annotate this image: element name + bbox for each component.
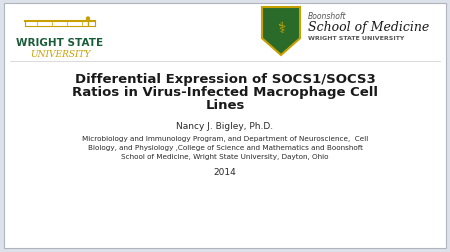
Text: School of Medicine, Wright State University, Dayton, Ohio: School of Medicine, Wright State Univers… [121,153,329,159]
Text: UNIVERSITY: UNIVERSITY [30,50,90,59]
Text: 2014: 2014 [214,167,236,176]
Text: Microbiology and Immunology Program, and Department of Neuroscience,  Cell: Microbiology and Immunology Program, and… [82,136,368,141]
FancyBboxPatch shape [4,4,446,248]
Text: Lines: Lines [205,99,245,112]
Text: WRIGHT STATE UNIVERSITY: WRIGHT STATE UNIVERSITY [308,36,405,41]
Polygon shape [262,8,300,56]
Text: Biology, and Physiology ,College of Science and Mathematics and Boonshoft: Biology, and Physiology ,College of Scie… [87,144,363,150]
Text: Ratios in Virus-Infected Macrophage Cell: Ratios in Virus-Infected Macrophage Cell [72,86,378,99]
Text: WRIGHT STATE: WRIGHT STATE [17,38,104,48]
Circle shape [86,18,90,21]
Text: School of Medicine: School of Medicine [308,21,429,34]
Text: ⚕: ⚕ [277,21,285,36]
Text: Differential Expression of SOCS1/SOCS3: Differential Expression of SOCS1/SOCS3 [75,73,375,86]
Text: Boonshoft: Boonshoft [308,12,346,21]
Text: Nancy J. Bigley, Ph.D.: Nancy J. Bigley, Ph.D. [176,121,274,131]
